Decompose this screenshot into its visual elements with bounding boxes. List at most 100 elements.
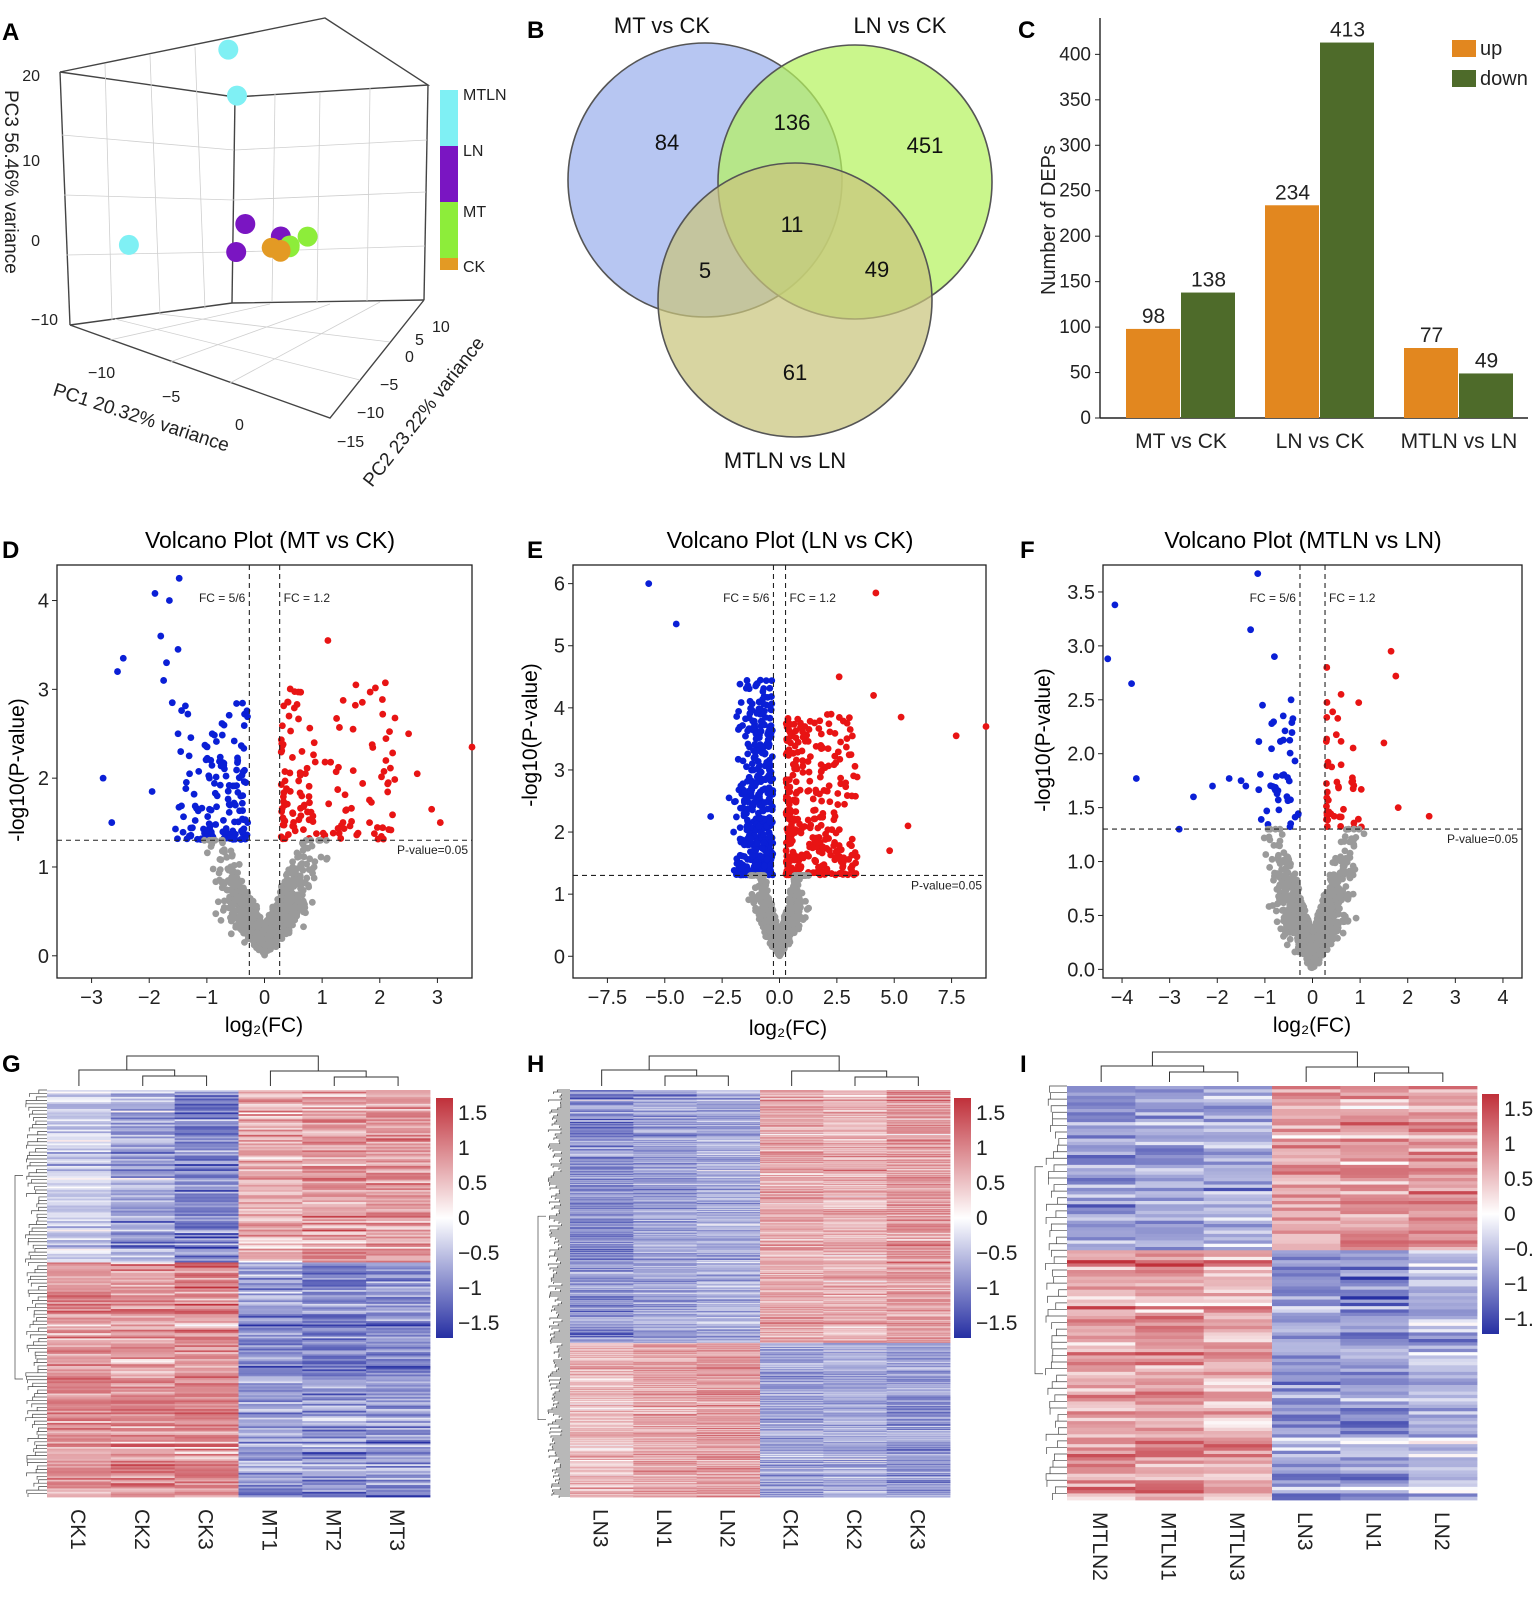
point-not-significant (282, 901, 290, 909)
x-tick-label: 0 (235, 417, 244, 434)
point-up-regulated (818, 849, 826, 857)
point-down-regulated (163, 659, 170, 667)
point-down-regulated (239, 699, 246, 707)
point-not-significant (238, 908, 246, 915)
point-down-regulated (157, 632, 165, 640)
point-down-regulated (730, 828, 738, 836)
point-up-regulated (809, 795, 817, 803)
point-not-significant (1276, 883, 1284, 891)
point-not-significant (1287, 860, 1294, 868)
panel-letter-a: A (2, 19, 19, 46)
legend-swatch-ln (440, 146, 458, 202)
point-not-significant (297, 862, 304, 870)
point-not-significant (212, 878, 220, 886)
point-not-significant (1326, 872, 1334, 879)
point-down-regulated (1272, 773, 1280, 780)
point-down-regulated (1190, 793, 1197, 801)
point-up-regulated (852, 859, 859, 867)
point-down-regulated (741, 853, 748, 860)
p-label: P-value=0.05 (911, 878, 982, 892)
point-up-regulated (818, 797, 826, 805)
point-up-regulated (817, 768, 825, 775)
point-down-regulated (183, 835, 191, 843)
point-not-significant (1273, 918, 1281, 926)
panel-f-volcano: F Volcano Plot (MTLN vs LN) FC = 5/6 FC =… (1020, 527, 1523, 1037)
point-up-regulated (1392, 672, 1400, 680)
point-down-regulated (748, 700, 756, 708)
x-tick-label: −2 (1206, 987, 1229, 1009)
point-up-regulated (823, 787, 831, 795)
point-down-regulated (225, 711, 233, 719)
x-tick-label: 0.0 (766, 987, 794, 1009)
x-tick-label: −2.5 (702, 987, 741, 1009)
point-up-regulated (825, 762, 832, 770)
point-down-regulated (757, 727, 765, 735)
point-down-regulated (1254, 570, 1262, 578)
panel-a-pca-3d: A 20 10 0 −10 − (0, 17, 507, 491)
point-up-regulated (334, 786, 342, 793)
y-tick-label: −5 (380, 377, 398, 394)
point-down-regulated (1259, 701, 1266, 709)
point-up-regulated (897, 713, 905, 721)
point-not-significant (1326, 926, 1334, 934)
point-not-significant (214, 898, 222, 906)
point-down-regulated (672, 620, 680, 628)
point-down-regulated (237, 836, 245, 843)
z-tick-label: −10 (31, 312, 58, 329)
point-down-regulated (1287, 820, 1295, 828)
point-up-regulated (380, 835, 387, 843)
point-up-regulated (349, 767, 357, 775)
point-not-significant (1350, 836, 1358, 843)
legend-label: MTLN (463, 87, 507, 104)
point-down-regulated (186, 770, 193, 778)
point-up-regulated (816, 790, 823, 798)
point-down-regulated (203, 827, 210, 835)
x-tick-label: −2 (138, 987, 161, 1009)
point-up-regulated (812, 857, 819, 865)
point-not-significant (280, 914, 288, 922)
y-tick-label: 3 (38, 679, 49, 701)
point-not-significant (1294, 934, 1302, 942)
point-down-regulated (743, 822, 751, 830)
point-up-regulated (904, 822, 912, 830)
point-up-regulated (370, 830, 378, 838)
bar-down (1181, 292, 1235, 418)
point-down-regulated (1247, 626, 1255, 634)
y-tick-label: 2.0 (1067, 744, 1095, 766)
point-down-regulated (766, 818, 774, 826)
x-tick-label: −1 (195, 987, 218, 1009)
point-not-significant (1292, 902, 1299, 910)
point-down-regulated (768, 806, 776, 814)
point-down-regulated (757, 853, 765, 861)
point-down-regulated (739, 722, 746, 729)
point-not-significant (305, 866, 313, 874)
point-up-regulated (790, 850, 797, 858)
point-up-regulated (846, 726, 854, 733)
point-not-significant (269, 927, 277, 935)
y-tick-label: 0 (38, 946, 49, 968)
point-up-regulated (817, 821, 825, 829)
point-up-regulated (382, 735, 390, 743)
point-down-regulated (205, 772, 213, 780)
point-up-regulated (818, 862, 826, 870)
point-down-regulated (736, 871, 744, 879)
point-not-significant (216, 866, 224, 874)
point-not-significant (803, 905, 811, 913)
point-down-regulated (744, 740, 752, 748)
point-down-regulated (1289, 715, 1297, 723)
point-up-regulated (1349, 785, 1357, 793)
point-up-regulated (853, 773, 861, 781)
venn-count-ln-mtln: 49 (865, 257, 889, 282)
point-up-regulated (1355, 699, 1363, 707)
bar-legend: up down (1452, 38, 1528, 90)
point-up-regulated (300, 826, 307, 833)
point-not-significant (1316, 910, 1324, 918)
point-up-regulated (870, 692, 877, 699)
legend-label: LN (463, 143, 483, 160)
point-up-regulated (384, 788, 392, 796)
x-tick-label: MT vs CK (1135, 430, 1227, 453)
point-down-regulated (744, 727, 752, 735)
point-down-regulated (768, 677, 776, 685)
point-not-significant (203, 849, 211, 857)
plot-frame (572, 564, 987, 979)
